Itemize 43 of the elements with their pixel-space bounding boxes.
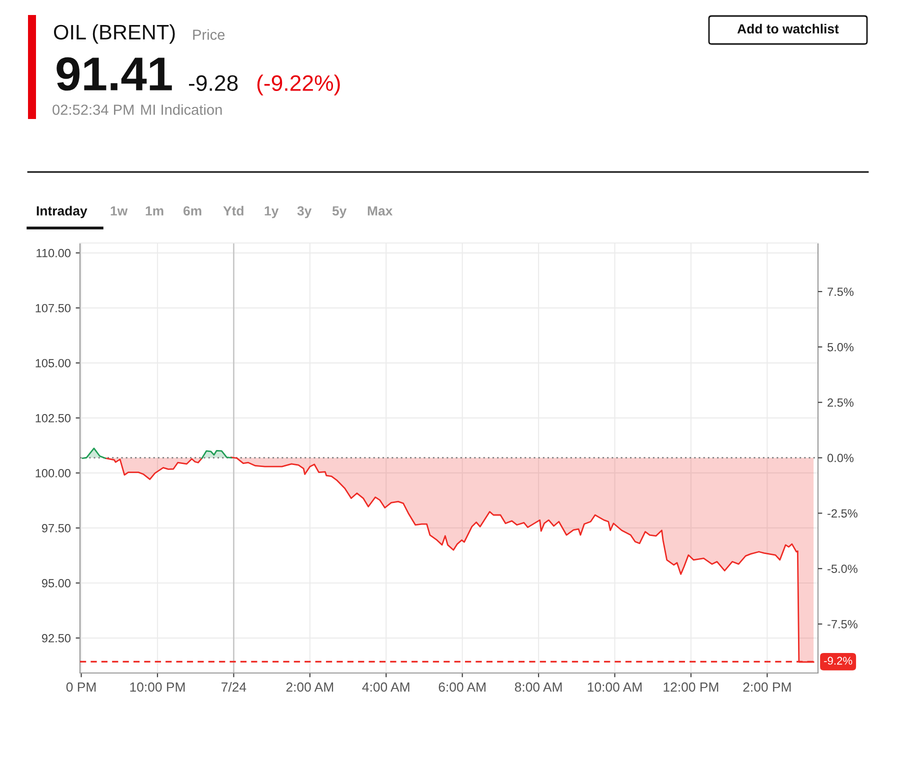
x-tick-label: 2:00 PM [743,682,791,692]
text: Add to watchlist [737,24,839,34]
text: 1y [264,206,279,218]
y2-tick-label: -7.5% [828,620,858,628]
y-tick-label: 92.50 [42,634,71,642]
text: (-9.22%) [257,74,340,96]
y2-tick-label: 7.5% [828,288,854,296]
text: 02:52:34 PM [52,104,134,115]
y-tick-label: 105.00 [36,358,71,368]
y-tick-label: 110.00 [36,248,71,258]
chart-title: OIL (BRENT) [54,24,175,44]
text: 6m [183,206,202,216]
text: -9.28 [188,75,238,91]
y2-tick-label: -5.0% [828,564,858,573]
x-tick-label: 4:00 AM [362,682,410,692]
x-tick-label: 10:00 PM [130,682,185,692]
y-tick-label: 95.00 [42,579,71,588]
y2-tick-label: 0.0% [827,454,854,462]
y-tick-label: 97.50 [42,524,71,532]
y2-tick-label: 2.5% [828,398,854,407]
text: 91.41 [56,57,172,91]
y2-tick-label: 5.0% [828,342,854,352]
x-tick-label: 10:00 AM [588,682,642,692]
chart-subtitle: Price [193,29,225,40]
x-tick-label: 0 PM [66,682,96,692]
y-tick-label: 102.50 [36,414,71,422]
text: 1w [110,206,128,216]
text: Ytd [223,206,244,216]
text: 5y [332,206,347,218]
y2-tick-label: -2.5% [828,509,858,518]
text: Intraday [36,206,88,218]
text: Max [368,206,393,216]
ref-line-label: -9.2% [824,656,852,665]
y-tick-label: 107.50 [36,304,71,312]
text: 1m [146,206,164,216]
x-tick-label: 12:00 PM [664,682,718,692]
text: MI Indication [141,104,222,115]
x-tick-label: 6:00 AM [438,682,486,692]
x-tick-label: 2:00 AM [286,682,334,692]
text: 3y [297,206,312,218]
x-tick-label: 7/24 [222,682,246,692]
x-tick-label: 8:00 AM [514,682,562,692]
y-tick-label: 100.00 [36,469,71,478]
